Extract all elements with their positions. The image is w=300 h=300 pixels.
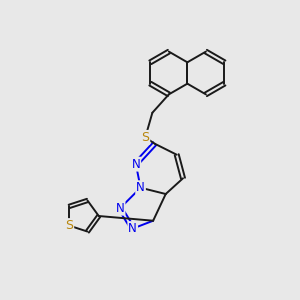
Text: N: N bbox=[131, 158, 140, 171]
Text: S: S bbox=[65, 219, 73, 232]
Text: N: N bbox=[128, 222, 137, 235]
Text: S: S bbox=[141, 131, 149, 144]
Text: N: N bbox=[136, 181, 145, 194]
Text: N: N bbox=[116, 202, 124, 215]
